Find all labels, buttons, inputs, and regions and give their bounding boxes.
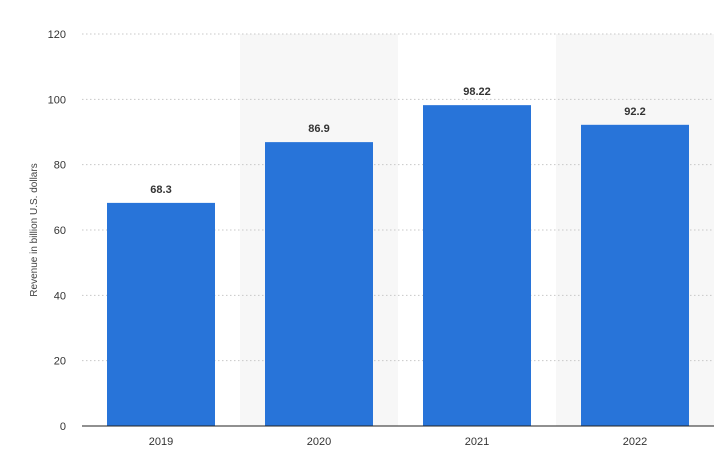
y-tick-label: 120 [48, 29, 66, 41]
y-tick-label: 20 [54, 356, 66, 368]
y-axis-ticks: 0 20 40 60 80 100 120 [48, 29, 66, 433]
x-tick-label-2020: 2020 [307, 436, 331, 448]
bar-2019 [107, 202, 215, 426]
data-label-2019: 68.3 [150, 184, 171, 196]
data-label-2022: 92.2 [624, 106, 645, 118]
data-labels: 68.3 86.9 98.22 92.2 [150, 86, 645, 196]
x-tick-label-2019: 2019 [149, 436, 173, 448]
x-tick-label-2021: 2021 [465, 436, 489, 448]
bar-2021 [423, 105, 531, 426]
y-axis-label: Revenue in billion U.S. dollars [29, 163, 40, 296]
data-label-2021: 98.22 [463, 86, 491, 98]
bar-2022 [581, 124, 689, 427]
y-tick-label: 40 [54, 290, 66, 302]
y-tick-label: 100 [48, 94, 66, 106]
x-tick-label-2022: 2022 [623, 436, 647, 448]
bars [107, 105, 689, 427]
data-label-2020: 86.9 [308, 123, 329, 135]
y-tick-label: 0 [60, 421, 66, 433]
y-tick-label: 80 [54, 160, 66, 172]
bar-2020 [265, 142, 373, 427]
y-tick-label: 60 [54, 225, 66, 237]
x-axis-ticks: 2019 2020 2021 2022 [149, 436, 647, 448]
